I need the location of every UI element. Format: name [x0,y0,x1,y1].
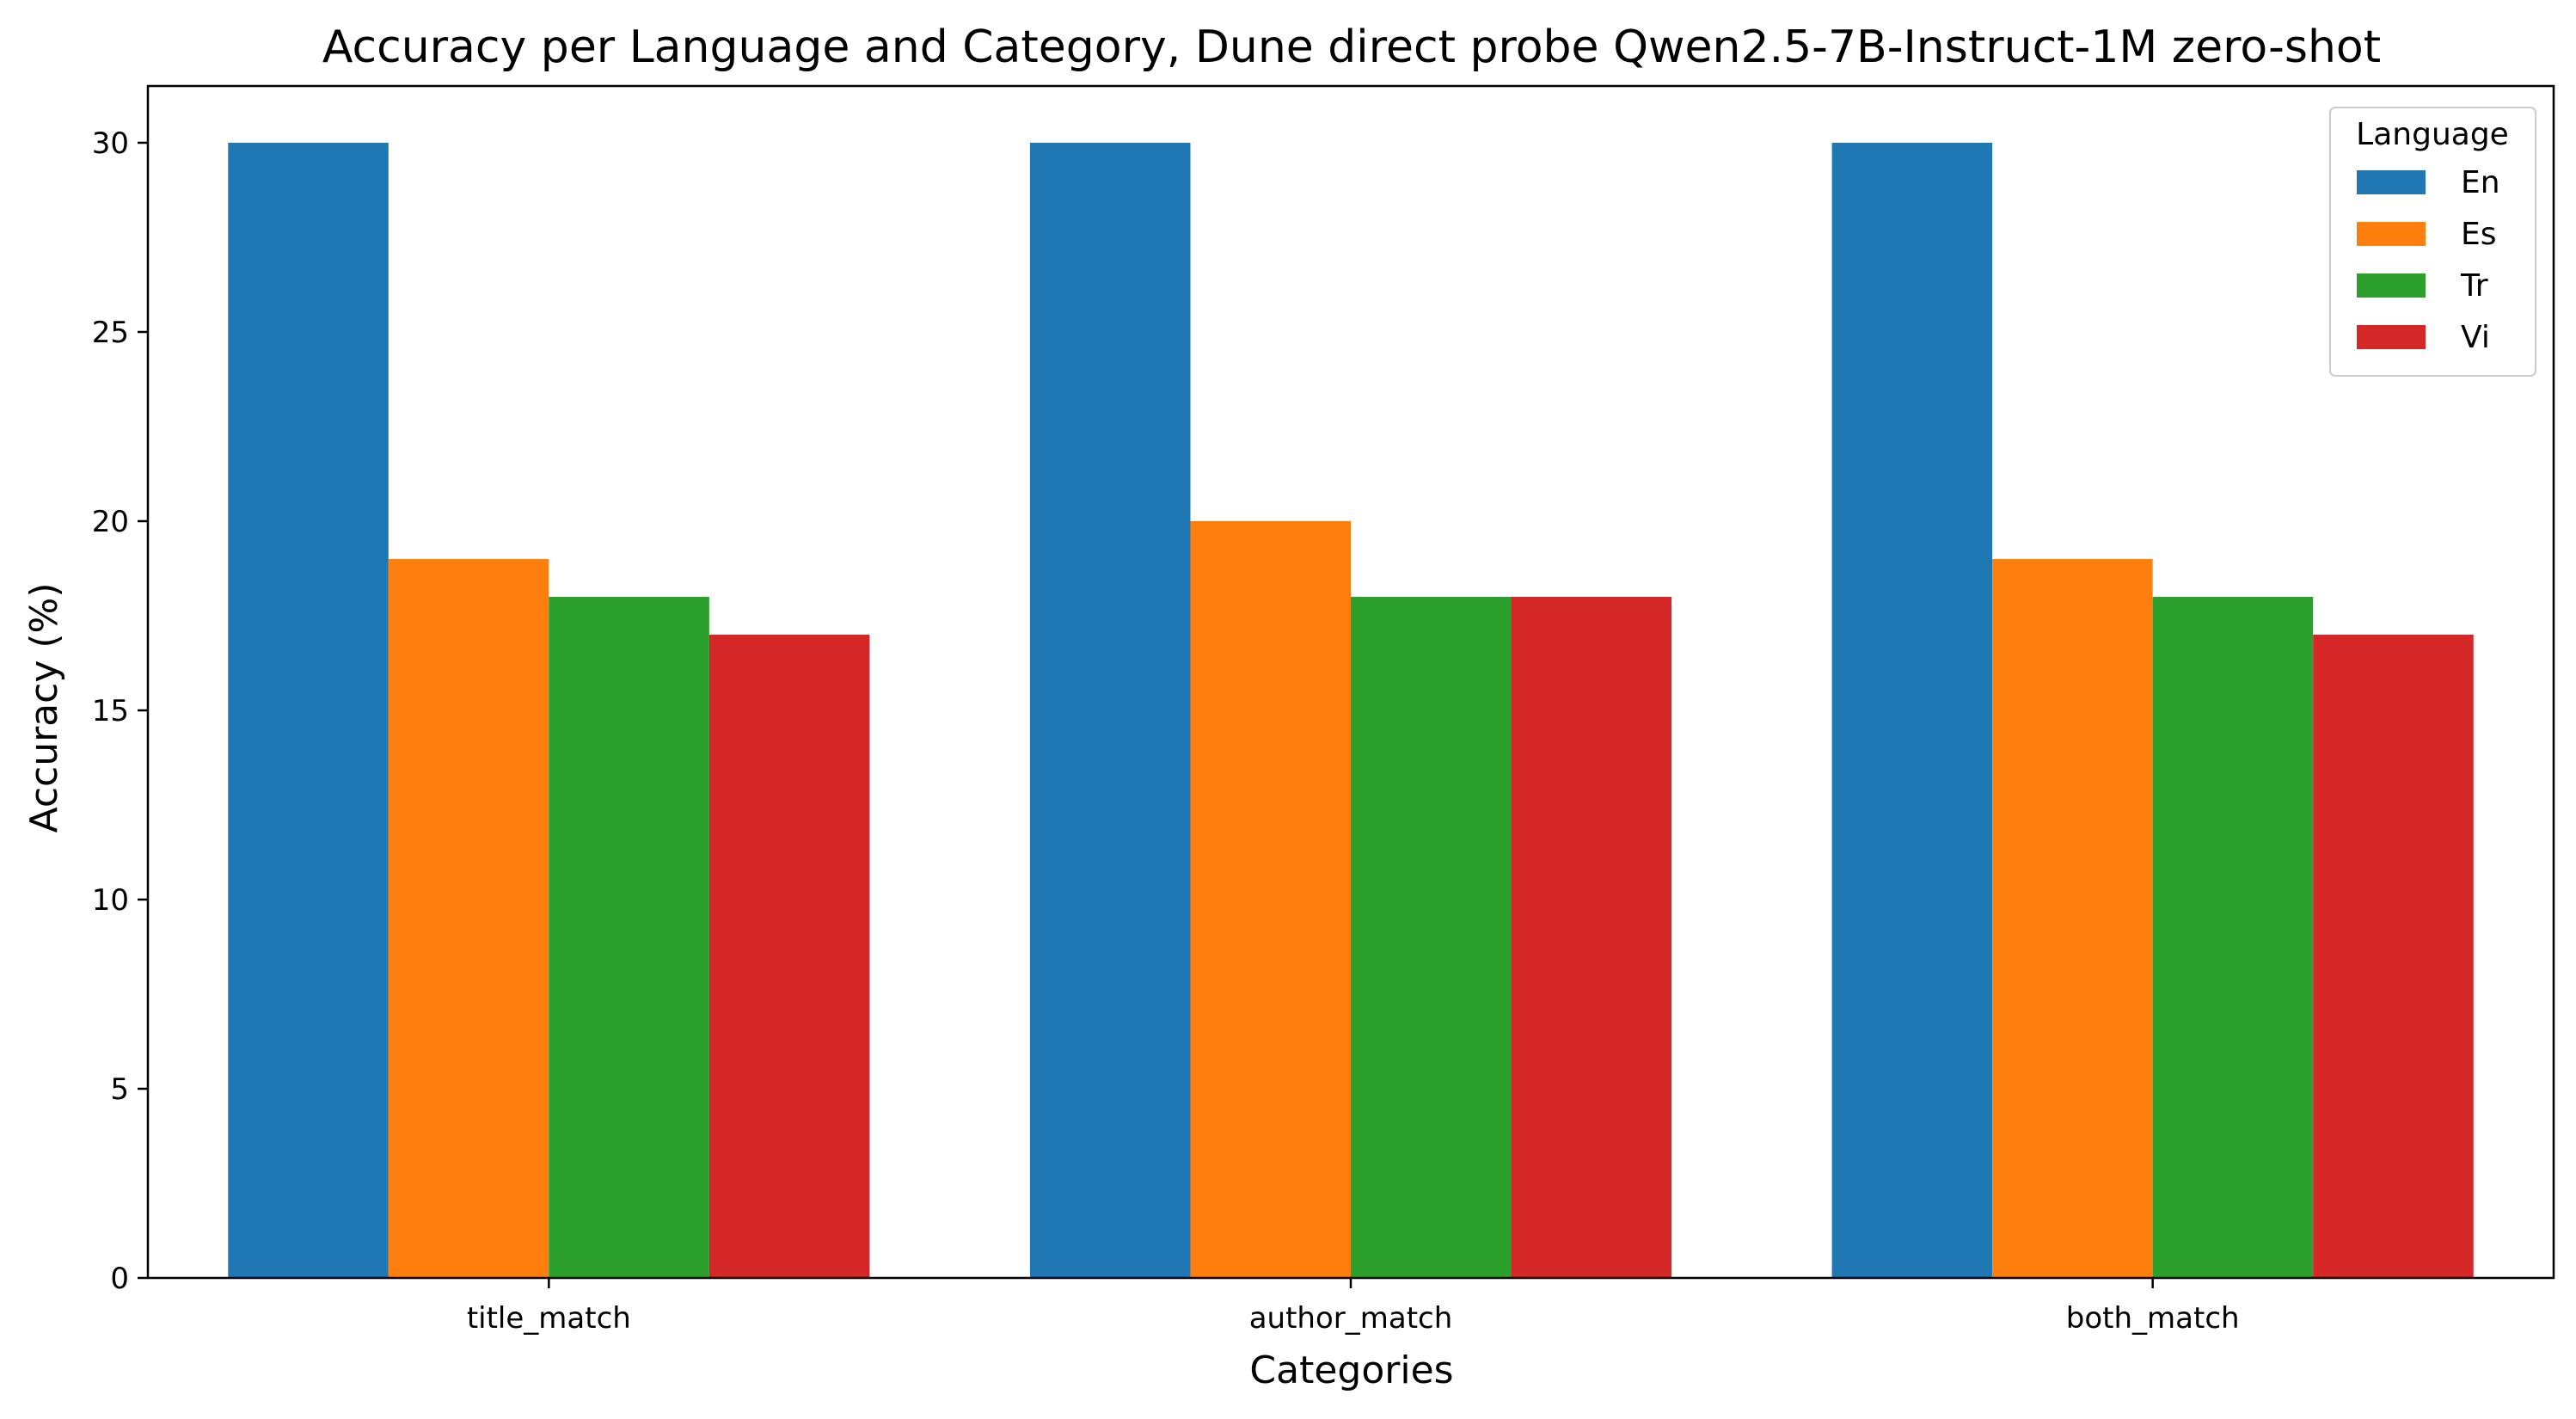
bar-vi-title_match [708,635,870,1278]
legend: Language En Es Tr Vi [2329,107,2536,377]
legend-swatch-tr [2357,273,2426,298]
bar-tr-both_match [2152,597,2314,1278]
bar-en-author_match [1029,143,1191,1278]
bar-en-both_match [1831,143,1993,1278]
y-tick-label: 5 [110,1072,129,1107]
legend-swatch-vi [2357,325,2426,349]
bars-group [228,143,2474,1278]
y-axis: 0 5 10 15 20 25 30 [92,126,148,1296]
plot-frame [146,84,2555,1280]
legend-label-es: Es [2461,217,2497,252]
y-tick-label: 10 [92,883,129,918]
chart-title: Accuracy per Language and Category, Dune… [322,22,2381,73]
x-axis-title: Categories [1249,1348,1453,1392]
x-tick-label: author_match [1249,1301,1453,1336]
y-tick-label: 0 [110,1262,129,1296]
bar-es-author_match [1190,521,1351,1278]
bar-es-both_match [1992,559,2153,1278]
legend-label-vi: Vi [2461,320,2490,355]
bar-vi-author_match [1511,597,1672,1278]
y-tick-label: 15 [92,694,129,728]
legend-swatch-es [2357,222,2426,246]
bar-es-title_match [388,559,549,1278]
bar-tr-title_match [549,597,709,1278]
bar-tr-author_match [1351,597,1512,1278]
x-tick-label: both_match [2066,1301,2240,1336]
y-tick-label: 20 [92,505,129,539]
legend-label-en: En [2461,165,2500,200]
y-axis-title: Accuracy (%) [22,582,66,832]
legend-title: Language [2356,117,2509,152]
bar-en-title_match [228,143,389,1278]
bar-vi-both_match [2313,635,2474,1278]
x-axis: title_match author_match both_match [467,1278,2240,1336]
legend-label-tr: Tr [2460,268,2488,304]
y-tick-label: 25 [92,316,129,350]
x-tick-label: title_match [467,1301,631,1336]
y-tick-label: 30 [92,126,129,161]
legend-swatch-en [2357,170,2426,194]
